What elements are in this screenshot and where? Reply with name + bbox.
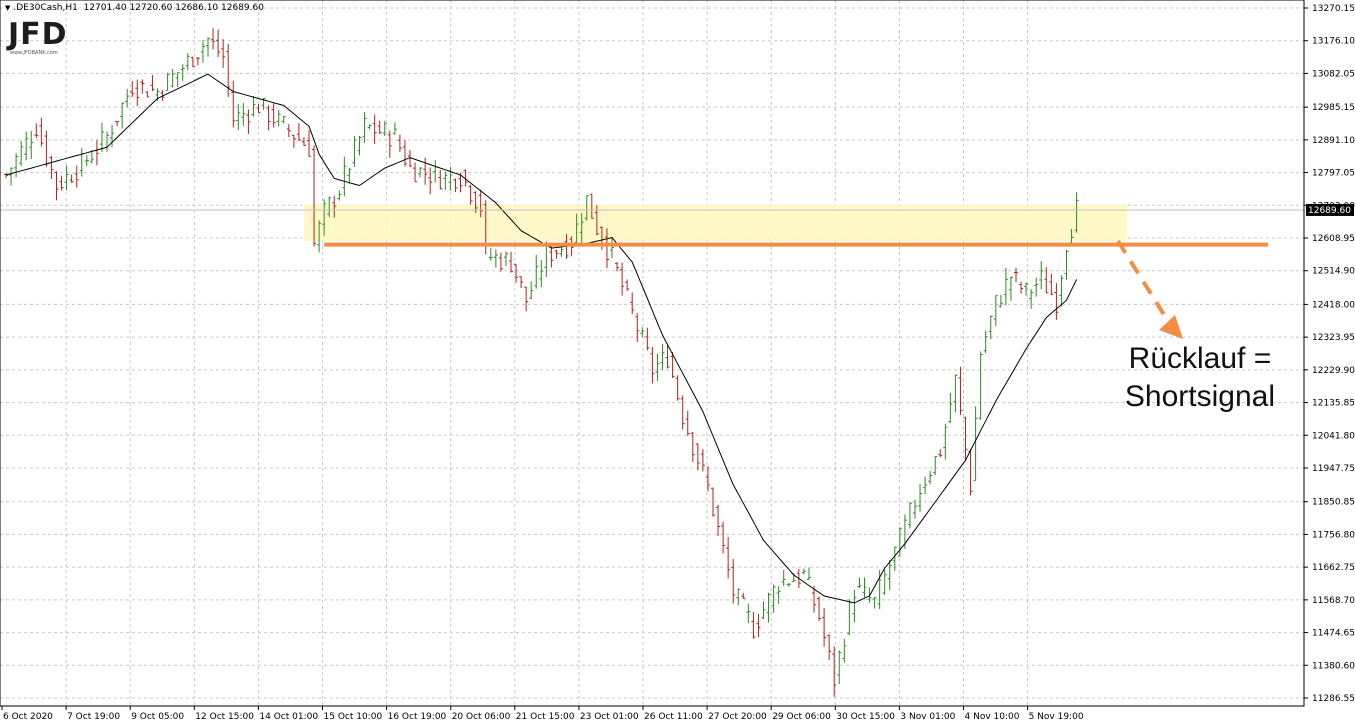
time-tick-label: 3 Nov 01:00: [900, 712, 955, 722]
time-tick-label: 5 Nov 19:00: [1029, 712, 1084, 722]
current-price-box: [1306, 203, 1354, 216]
logo-url: www.JFDBANK.com: [10, 50, 58, 56]
price-tick-label: 11474.65: [1312, 629, 1355, 639]
time-axis: 6 Oct 2020 7 Oct 19:00 9 Oct 05:00 12 Oct 1…: [1, 706, 1084, 722]
forecast-arrowhead: [1159, 315, 1183, 340]
symbol-label: .DE30Cash,H1: [13, 3, 78, 13]
price-tick-label: 11568.70: [1312, 596, 1355, 606]
annotation-line-2: Shortsignal: [1124, 380, 1275, 413]
price-tick-label: 12514.90: [1312, 267, 1355, 277]
price-tick-label: 11380.60: [1312, 661, 1355, 671]
plot-frame: [0, 0, 1305, 707]
price-tick-label: 12418.00: [1312, 300, 1355, 310]
price-tick-label: 12135.85: [1312, 399, 1355, 409]
forecast-arrow: [1116, 240, 1170, 323]
time-tick-label: 30 Oct 15:00: [836, 712, 895, 722]
time-tick-label: 12 Oct 15:00: [195, 712, 254, 722]
resistance-zone: [303, 204, 1128, 242]
candlesticks: [4, 28, 1079, 697]
price-tick-label: 11850.85: [1312, 498, 1355, 508]
price-tick-label: 12891.10: [1312, 136, 1355, 146]
time-tick-label: 9 Oct 05:00: [131, 712, 184, 722]
time-tick-label: 6 Oct 2020: [3, 712, 53, 722]
time-tick-label: 26 Oct 11:00: [644, 712, 703, 722]
time-tick-label: 15 Oct 10:00: [324, 712, 383, 722]
price-tick-label: 12323.95: [1312, 333, 1355, 343]
dropdown-triangle-icon[interactable]: ▼: [5, 4, 11, 12]
time-tick-label: 21 Oct 15:00: [516, 712, 575, 722]
chart-grid: [0, 0, 1304, 706]
price-tick-label: 11947.75: [1312, 464, 1355, 474]
time-tick-label: 23 Oct 01:00: [580, 712, 639, 722]
price-tick-label: 12608.95: [1312, 234, 1355, 244]
price-tick-label: 12797.05: [1312, 169, 1355, 179]
time-tick-label: 7 Oct 19:00: [67, 712, 120, 722]
time-tick-label: 16 Oct 19:00: [388, 712, 447, 722]
time-tick-label: 29 Oct 06:00: [772, 712, 831, 722]
price-tick-label: 12985.15: [1312, 103, 1355, 113]
ohlc-values: 12701.40 12720.60 12686.10 12689.60: [83, 3, 264, 13]
price-tick-label: 11756.80: [1312, 530, 1355, 540]
signal-annotation: Rücklauf = Shortsignal: [1125, 340, 1275, 416]
price-tick-label: 11662.75: [1312, 563, 1355, 573]
time-tick-label: 27 Oct 20:00: [708, 712, 767, 722]
time-tick-label: 14 Oct 01:00: [259, 712, 318, 722]
jfd-logo: JFD www.JFDBANK.com: [8, 17, 68, 57]
price-tick-label: 13270.15: [1312, 4, 1355, 14]
price-tick-label: 13082.05: [1312, 69, 1355, 79]
current-price-label: 12689.60: [1308, 206, 1351, 216]
price-tick-label: 12229.90: [1312, 366, 1355, 376]
annotation-line-1: Rücklauf =: [1128, 342, 1272, 375]
price-tick-label: 12041.80: [1312, 431, 1355, 441]
price-tick-label: 11286.55: [1312, 694, 1355, 704]
time-tick-label: 4 Nov 10:00: [965, 712, 1020, 722]
price-tick-label: 13176.10: [1312, 37, 1355, 47]
logo-text: JFD: [8, 17, 68, 52]
symbol-header: ▼ .DE30Cash,H1 12701.40 12720.60 12686.10…: [5, 3, 264, 13]
time-tick-label: 20 Oct 06:00: [452, 712, 511, 722]
moving-average-line: [5, 73, 1078, 604]
